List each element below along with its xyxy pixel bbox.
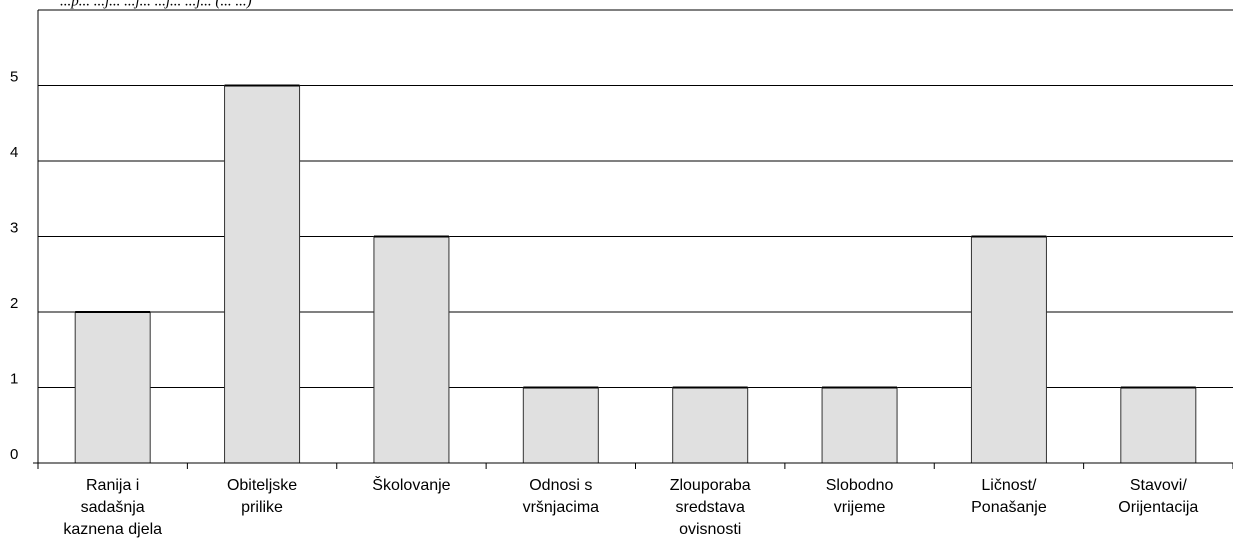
x-tick-label: Ponašanje bbox=[971, 499, 1047, 516]
x-tick-label: Školovanje bbox=[372, 475, 450, 494]
y-tick-label: 0 bbox=[10, 446, 18, 463]
x-tick-label: Ranija i bbox=[86, 477, 139, 494]
bar bbox=[74, 311, 151, 464]
x-tick-label: Odnosi s bbox=[529, 477, 592, 494]
bar bbox=[522, 387, 599, 464]
x-tick-label: Orijentacija bbox=[1118, 499, 1198, 516]
y-tick-label: 5 bbox=[10, 68, 18, 85]
bar bbox=[1120, 387, 1197, 464]
chart-caption: ...p... ...j... ...j... ...j... ...j... … bbox=[60, 0, 252, 9]
x-tick-label: sadašnja bbox=[81, 499, 145, 516]
gridlines bbox=[38, 9, 1233, 388]
x-tick-label: kaznena djela bbox=[63, 521, 162, 538]
x-tick-label: Zlouporaba bbox=[670, 477, 751, 494]
x-tick-label: Obiteljske bbox=[227, 477, 297, 494]
x-tick-label: Ličnost/ bbox=[981, 477, 1037, 494]
x-tick-label: ovisnosti bbox=[679, 521, 741, 538]
y-axis: 0 1 2 3 4 5 bbox=[10, 10, 39, 469]
x-tick-label: vršnjacima bbox=[523, 499, 600, 516]
y-tick-label: 4 bbox=[10, 144, 18, 161]
y-tick-label: 3 bbox=[10, 219, 18, 236]
bar bbox=[224, 85, 301, 464]
bar bbox=[821, 387, 898, 464]
x-tick-label: sredstava bbox=[676, 499, 745, 516]
x-tick-label: vrijeme bbox=[834, 499, 886, 516]
x-tick-label: Stavovi/ bbox=[1130, 477, 1187, 494]
bar bbox=[672, 387, 749, 464]
x-tick-label: Slobodno bbox=[826, 477, 894, 494]
y-tick-label: 1 bbox=[10, 370, 18, 387]
x-axis: Ranija i sadašnja kaznena djela Obiteljske p… bbox=[33, 462, 1233, 538]
y-tick-label: 2 bbox=[10, 295, 18, 312]
bar bbox=[970, 236, 1047, 464]
x-tick-label: prilike bbox=[241, 499, 283, 516]
bars bbox=[74, 84, 1197, 464]
bar bbox=[373, 236, 450, 464]
